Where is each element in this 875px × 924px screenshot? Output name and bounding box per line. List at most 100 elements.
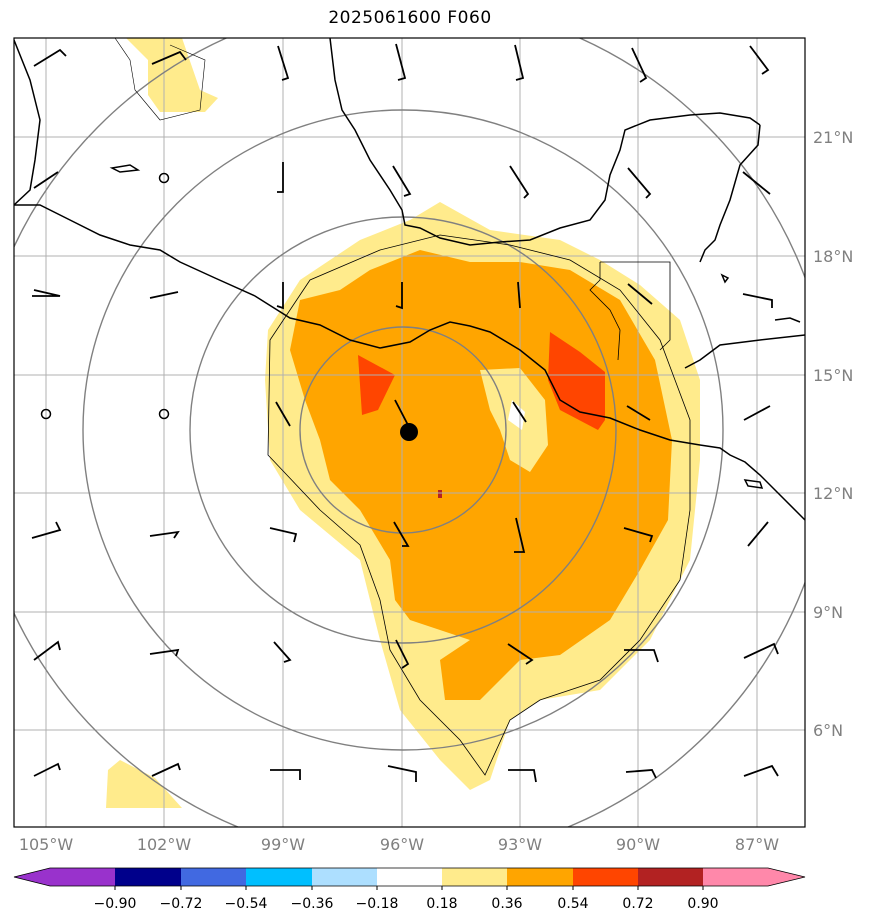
coastline-honduras (684, 334, 805, 369)
wind-barb (151, 762, 181, 777)
wind-barb (625, 769, 657, 779)
wind-barb (392, 165, 412, 197)
colorbar-extend-high (768, 868, 805, 886)
colorbar: −0.90 −0.72 −0.54 −0.36 −0.18 0.18 0.36 … (13, 867, 806, 912)
colorbar-extend-low (14, 868, 50, 886)
coastline-nw (14, 39, 41, 206)
wind-barb (508, 769, 537, 783)
border-line (600, 261, 671, 351)
wind-barb (31, 521, 62, 539)
lat-label: 21°N (813, 128, 853, 147)
wind-barb (631, 47, 648, 83)
colorbar-tick-label: −0.54 (225, 896, 268, 912)
wind-barb (507, 643, 534, 665)
colorbar-bin (50, 868, 115, 886)
wind-barb (393, 521, 410, 547)
wind-barb (749, 45, 770, 75)
wind-barb (149, 291, 179, 299)
range-ring (299, 326, 507, 534)
wind-barb (395, 639, 410, 669)
colorbar-tick-label: −0.72 (160, 896, 203, 912)
wind-barb (747, 521, 769, 547)
lon-label: 105°W (19, 835, 74, 854)
lon-label: 93°W (498, 835, 542, 854)
colorbar-tick-marks (114, 886, 704, 890)
calm-wind-circle (158, 408, 170, 420)
lat-label: 15°N (813, 366, 853, 385)
field-band-054-072 (358, 355, 395, 415)
colorbar-bin (312, 868, 377, 886)
range-ring (82, 109, 724, 751)
lat-label: 18°N (813, 247, 853, 266)
field-band-018-036 (126, 38, 218, 112)
lon-label: 99°W (261, 835, 305, 854)
colorbar-tick-label: 0.90 (687, 896, 718, 912)
state-border (114, 38, 206, 121)
wind-barb (627, 283, 653, 305)
wind-barb (395, 282, 403, 310)
center-marker (400, 423, 418, 441)
colorbar-outline (13, 867, 806, 887)
lon-label: 96°W (380, 835, 424, 854)
wind-barb (277, 162, 284, 193)
wind-barb (517, 281, 521, 309)
lon-label: 87°W (735, 835, 779, 854)
island (743, 479, 764, 489)
wind-barb (33, 48, 67, 67)
colorbar-bin (442, 868, 507, 886)
wind-barb (149, 648, 180, 657)
wind-barb (269, 527, 298, 543)
wind-barb (743, 642, 779, 659)
colorbar-bin (377, 868, 442, 886)
island (774, 317, 801, 323)
wind-barb (275, 401, 291, 427)
lat-label: 6°N (813, 721, 843, 740)
wind-barb (514, 44, 525, 81)
wind-barb (33, 171, 59, 189)
colorbar-bin (181, 868, 246, 886)
colorbar-bin (507, 868, 573, 886)
field-band-018-036 (106, 760, 182, 808)
map-plot-area (14, 38, 805, 827)
wind-barb (395, 43, 407, 81)
lat-label: 12°N (813, 484, 853, 503)
contour-outline (267, 234, 691, 776)
wind-barb (33, 640, 61, 661)
wind-barb (33, 762, 61, 777)
map-title: 2025061600 F060 (328, 8, 492, 28)
wind-barb (514, 517, 526, 553)
colorbar-bin (115, 868, 181, 886)
island (720, 273, 730, 284)
colorbar-tick-label: 0.18 (426, 896, 457, 912)
wind-barb (394, 399, 409, 426)
calm-wind-circle (158, 172, 170, 184)
lon-label: 102°W (137, 835, 192, 854)
colorbar-tick-label: 0.72 (622, 896, 653, 912)
colorbar-tick-label: −0.18 (356, 896, 399, 912)
wind-barb (387, 765, 417, 782)
colorbar-tick-label: −0.36 (291, 896, 334, 912)
wind-barb (742, 293, 773, 308)
map-frame (13, 37, 806, 828)
wind-barb (743, 764, 779, 777)
wind-barb (626, 405, 651, 421)
colorbar-tick-label: 0.54 (557, 896, 588, 912)
lon-label: 90°W (616, 835, 660, 854)
wind-barb (623, 527, 654, 543)
lat-labels: 21°N 18°N 15°N 12°N 9°N 6°N (813, 128, 853, 740)
field-band-072-090 (438, 490, 442, 498)
coastline-pacific (14, 204, 805, 521)
wind-barb (627, 167, 652, 199)
colorbar-bin (638, 868, 703, 886)
island (109, 164, 141, 173)
wind-barb (624, 649, 659, 663)
coastline-gulf (329, 38, 761, 246)
wind-barbs (31, 43, 779, 783)
wind-barb (276, 282, 284, 310)
lat-label: 9°N (813, 603, 843, 622)
wind-barb (509, 165, 530, 199)
border-line (589, 262, 621, 361)
graticule (14, 38, 805, 827)
colorbar-tick-label: −0.90 (94, 896, 137, 912)
